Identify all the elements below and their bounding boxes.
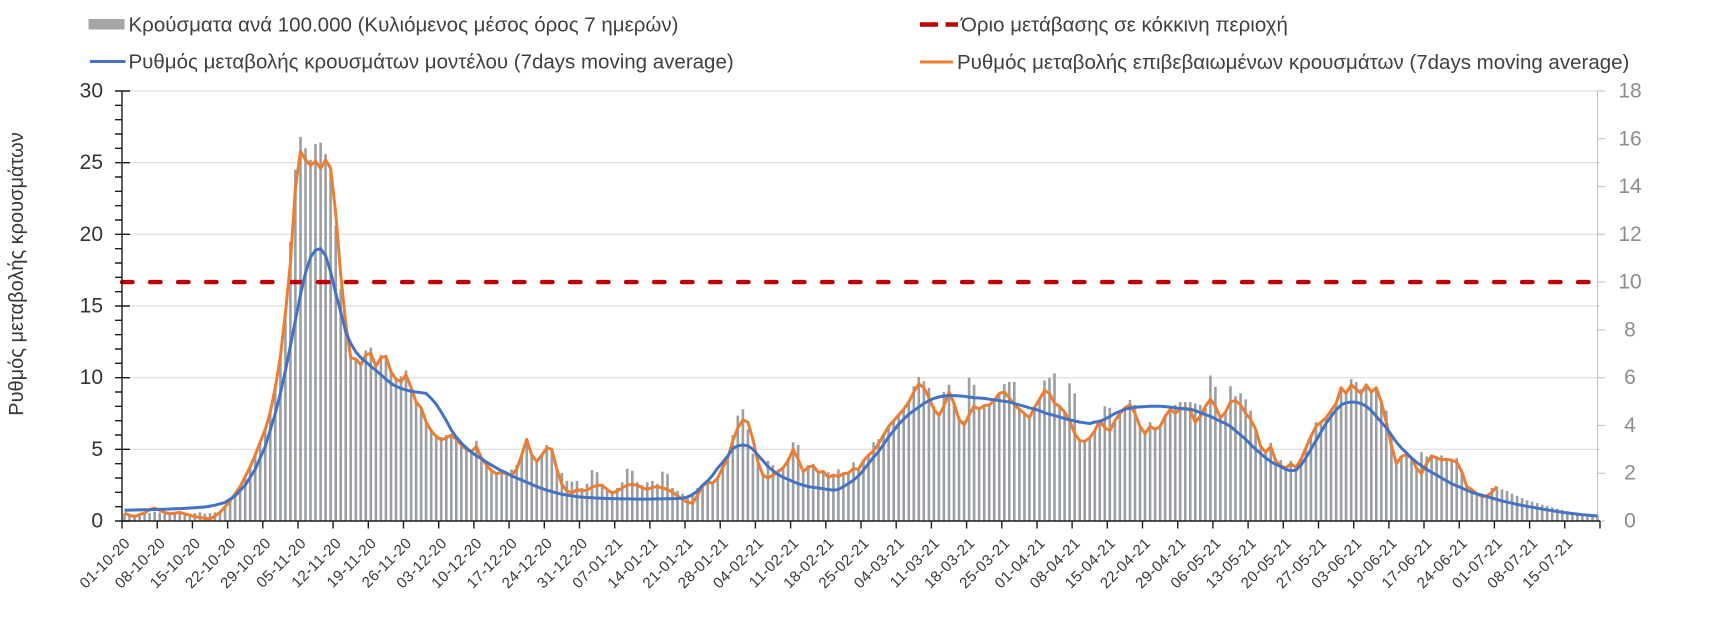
svg-text:16: 16 (1618, 127, 1641, 150)
svg-text:Ρυθμός μεταβολής επιβεβαιωμένω: Ρυθμός μεταβολής επιβεβαιωμένων κρουσμάτ… (957, 51, 1629, 74)
svg-text:10: 10 (80, 366, 103, 389)
svg-text:Ρυθμός μεταβολής κρουσμάτων μο: Ρυθμός μεταβολής κρουσμάτων μοντέλου (7d… (129, 51, 734, 74)
svg-text:0: 0 (91, 510, 103, 533)
svg-text:5: 5 (91, 438, 103, 461)
svg-text:10: 10 (1618, 271, 1641, 294)
svg-text:12: 12 (1618, 223, 1641, 246)
svg-text:14: 14 (1618, 175, 1642, 198)
svg-text:0: 0 (1624, 510, 1636, 533)
svg-text:18: 18 (1618, 80, 1641, 103)
svg-text:25: 25 (80, 151, 103, 174)
svg-text:Κρούσματα ανά 100.000 (Κυλιόμε: Κρούσματα ανά 100.000 (Κυλιόμενος μέσος … (129, 14, 679, 37)
svg-text:20: 20 (80, 223, 103, 246)
svg-text:Ρυθμός μεταβολής κρουσμάτων: Ρυθμός μεταβολής κρουσμάτων (6, 132, 28, 416)
svg-text:8: 8 (1624, 318, 1636, 341)
svg-text:30: 30 (80, 80, 103, 103)
svg-text:6: 6 (1624, 366, 1636, 389)
svg-text:2: 2 (1624, 462, 1636, 485)
svg-text:4: 4 (1624, 414, 1636, 437)
svg-text:15: 15 (80, 295, 103, 318)
svg-text:Όριο μετάβασης σε κόκκινη περι: Όριο μετάβασης σε κόκκινη περιοχή (960, 14, 1288, 37)
